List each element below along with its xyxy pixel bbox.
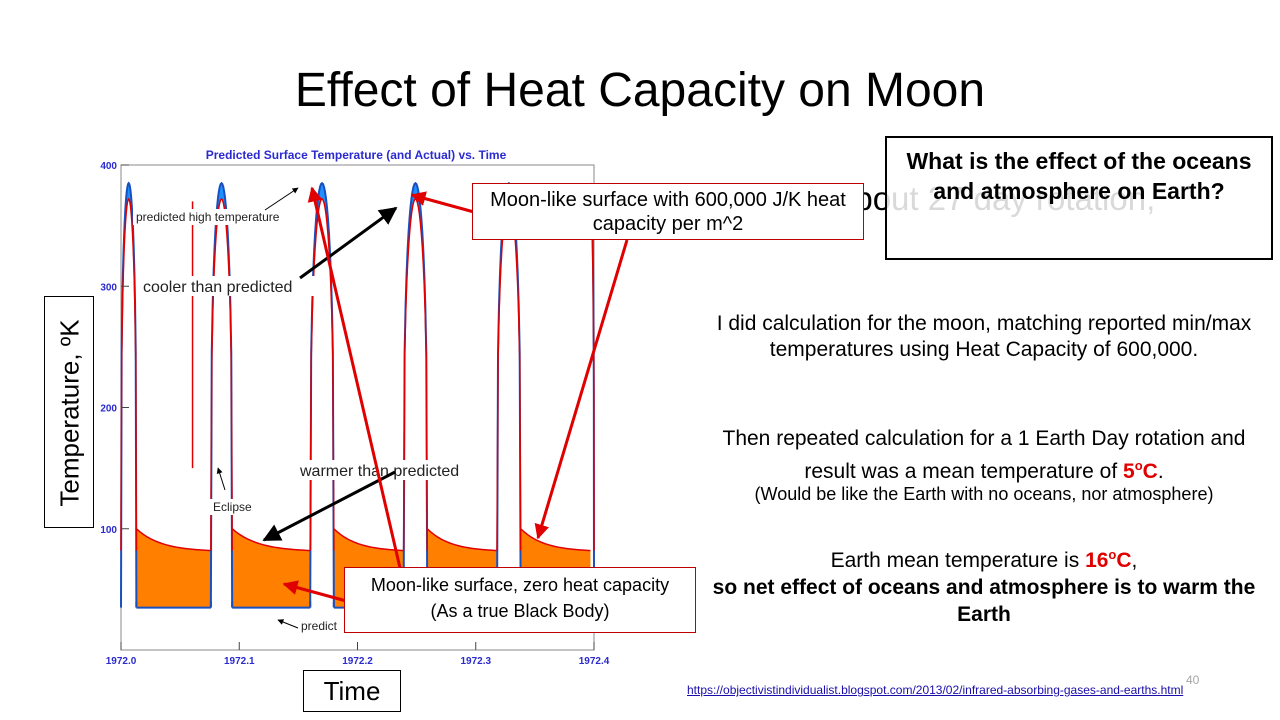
callout-zero-line2: (As a true Black Body): [430, 601, 610, 621]
blue-day-arch-4: [496, 181, 522, 608]
annot-predict: predict: [301, 619, 338, 633]
paragraph-earth-day-end: .: [1157, 460, 1164, 483]
callout-heat-capacity: Moon-like surface with 600,000 J/K heat …: [472, 183, 864, 240]
annot-predict-bg: [298, 618, 348, 634]
callout-heat-capacity-text: Moon-like surface with 600,000 J/K heat …: [490, 189, 846, 235]
blue-day-arch-2: [309, 181, 335, 608]
x-axis-label-box: Time: [303, 670, 401, 712]
arrow-high-temp: [264, 187, 299, 211]
annot-cooler: cooler than predicted: [143, 279, 292, 296]
arrow-red-3: [307, 186, 402, 569]
y-tick-label-2: 300: [100, 282, 117, 293]
annot-predicted-high-bg: [133, 209, 302, 225]
annot-eclipse: Eclipse: [213, 500, 252, 514]
x-tick-label-0: 1972.0: [106, 656, 137, 667]
x-tick-label-2: 1972.2: [342, 656, 373, 667]
paragraph-net-effect: so net effect of oceans and atmosphere i…: [712, 576, 1256, 626]
red-night-curve-4: [520, 528, 591, 552]
x-tick-label-1: 1972.1: [224, 656, 255, 667]
red-night-curve-3: [426, 528, 498, 552]
temp-16c-unit: C: [1116, 549, 1132, 572]
arrow-predict: [277, 619, 299, 629]
red-night-curve-1: [231, 528, 311, 552]
callout-zero-heat-capacity: Moon-like surface, zero heat capacity (A…: [344, 567, 696, 633]
arrow-eclipse: [216, 467, 226, 491]
paragraph-earth-day-text: Then repeated calculation for a 1 Earth …: [722, 427, 1246, 483]
y-tick-label-3: 400: [100, 161, 117, 172]
x-tick-label-4: 1972.4: [579, 656, 610, 667]
paragraph-earth-mean-end: ,: [1131, 549, 1138, 572]
annot-predicted-high: predicted high temperature: [136, 210, 280, 224]
y-axis-label-box: Temperature, ºK: [44, 296, 94, 528]
paragraph-earth-mean-text: Earth mean temperature is: [830, 549, 1086, 572]
arrow-red-4: [282, 580, 351, 604]
question-text: What is the effect of the oceans and atm…: [906, 148, 1252, 204]
callout-zero-line1: Moon-like surface, zero heat capacity: [370, 575, 670, 595]
red-day-arch-0: [120, 197, 138, 551]
chart-title: Predicted Surface Temperature (and Actua…: [206, 148, 507, 162]
y-axis-label: Temperature, ºK: [54, 319, 85, 507]
temp-16c-value: 16: [1085, 549, 1109, 572]
temp-5c-value: 5: [1123, 460, 1135, 483]
night-fill-0: [136, 528, 211, 608]
arrow-red-1: [410, 191, 475, 214]
paragraph-earth-day: Then repeated calculation for a 1 Earth …: [722, 427, 1246, 483]
source-link[interactable]: https://objectivistindividualist.blogspo…: [687, 683, 1184, 697]
paragraph-no-oceans: (Would be like the Earth with no oceans,…: [754, 484, 1214, 504]
y-tick-label-1: 200: [100, 404, 117, 415]
y-tick-label-0: 100: [100, 525, 117, 536]
blue-day-arch-0: [120, 181, 138, 608]
annot-eclipse-bg: [210, 499, 260, 515]
x-tick-label-3: 1972.3: [460, 656, 491, 667]
paragraph-earth-mean: Earth mean temperature is 16oC,: [830, 547, 1138, 572]
red-night-curve-0: [135, 528, 211, 552]
question-box: What is the effect of the oceans and atm…: [885, 136, 1273, 260]
arrow-cooler: [299, 206, 398, 280]
arrow-red-2: [534, 239, 629, 540]
annot-cooler-bg: [140, 276, 321, 296]
red-night-curve-2: [333, 528, 404, 552]
arrow-warmer: [262, 470, 396, 542]
x-axis-label: Time: [323, 676, 381, 706]
night-fill-1: [232, 528, 311, 608]
slide-number: 40: [1186, 673, 1200, 687]
temp-5c-unit: C: [1142, 460, 1158, 483]
red-day-arch-1: [210, 197, 233, 551]
blue-day-arch-3: [402, 181, 429, 608]
blue-day-arch-1: [209, 181, 234, 608]
annot-warmer-bg: [297, 460, 478, 480]
paragraph-moon-calculation: I did calculation for the moon, matching…: [716, 312, 1252, 361]
slide-title: Effect of Heat Capacity on Moon: [294, 64, 986, 117]
